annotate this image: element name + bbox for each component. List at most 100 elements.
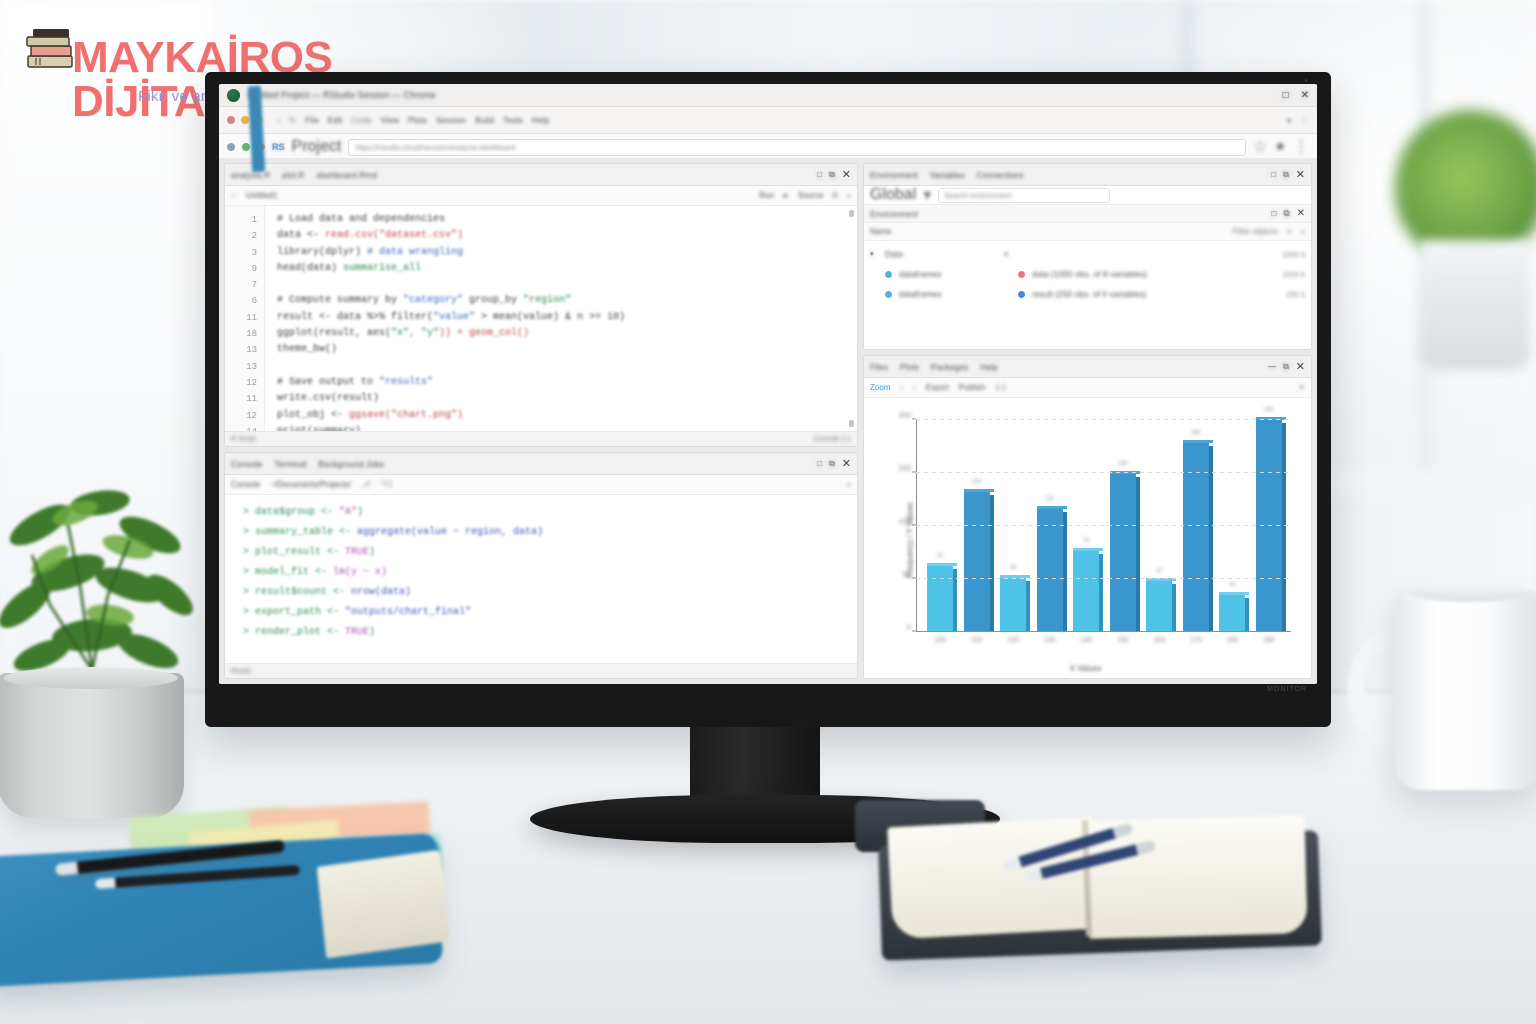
traffic-light-min-icon[interactable] xyxy=(241,116,249,124)
plots-close-button[interactable]: ✕ xyxy=(1295,361,1305,373)
tab-environment[interactable]: Environment xyxy=(870,169,918,180)
plots-back-icon[interactable]: ‹ xyxy=(900,383,904,392)
open-notebook-left-page xyxy=(887,816,1098,940)
menu-item-file[interactable]: File xyxy=(304,115,319,125)
chart-y-tick-mark xyxy=(912,471,916,473)
menu-item-build[interactable]: Build xyxy=(475,115,494,125)
tab-variables[interactable]: Variables xyxy=(929,169,965,180)
address-bar[interactable]: https://rstudio.cloud/session/analysis-d… xyxy=(348,138,1246,156)
tab-files[interactable]: Files xyxy=(870,361,888,372)
code-token: print(summary) xyxy=(277,426,361,431)
tab-plot-r[interactable]: plot.R xyxy=(282,169,305,180)
table-row[interactable]: dataframes data (1000 obs. of 8 variable… xyxy=(864,264,1311,284)
tab-analysis-r[interactable]: analysis.R xyxy=(231,169,271,180)
plots-clear-icon[interactable]: ✕ xyxy=(1298,383,1305,392)
environment-maximize-button[interactable]: ⧉ xyxy=(1283,169,1289,179)
console-output[interactable]: > data$group <- "A") > summary_table <- a… xyxy=(225,495,857,663)
environment-filter-input[interactable]: Filter objects xyxy=(1232,227,1278,236)
monitor: ● MONITOR Untitled Project — RStudio Ses… xyxy=(205,72,1331,727)
code-token: ggplot(result, aes( xyxy=(277,328,392,340)
chart-bar-top xyxy=(1146,578,1177,582)
environment-sub-close[interactable]: ✕ xyxy=(1296,208,1305,219)
run-button[interactable]: Run xyxy=(759,191,775,200)
chart-y-tick-label: 100 xyxy=(898,516,911,526)
tab-dashboard-rmd[interactable]: dashboard.Rmd xyxy=(316,169,377,180)
list-view-icon[interactable]: ≡ xyxy=(1286,227,1292,236)
source-close-button[interactable]: ✕ xyxy=(841,169,851,181)
source-minimize-button[interactable]: □ xyxy=(817,170,823,179)
maximize-button[interactable]: □ xyxy=(1282,89,1289,101)
source-scrollbar[interactable] xyxy=(848,210,855,427)
expand-caret-icon[interactable]: ▾ xyxy=(870,251,874,258)
console-working-path[interactable]: ~/Documents/Projects/ xyxy=(270,480,352,489)
code-area[interactable]: # Load data and dependencies data <- read… xyxy=(265,206,857,431)
menu-item-session[interactable]: Session xyxy=(435,115,467,125)
profile-avatar[interactable]: ● xyxy=(1275,138,1285,155)
plots-minimize-button[interactable]: — xyxy=(1268,362,1277,371)
console-label: Console xyxy=(231,480,261,489)
plots-export-button[interactable]: Export xyxy=(925,383,949,392)
browser-tab-label[interactable]: Project xyxy=(291,138,342,155)
menu-overflow-icon[interactable]: ⋮ xyxy=(1300,114,1310,125)
environment-more-icon[interactable]: » xyxy=(1300,227,1305,236)
menu-item-edit[interactable]: Edit xyxy=(327,115,343,125)
source-editor-body[interactable]: 123976111813131211121411 # Load data and… xyxy=(225,206,857,431)
tab-connections[interactable]: Connections xyxy=(976,169,1024,180)
environment-minimize-button[interactable]: □ xyxy=(1271,170,1277,179)
console-close-button[interactable]: ✕ xyxy=(841,458,851,470)
plots-fwd-icon[interactable]: › xyxy=(913,383,916,392)
gear-icon[interactable]: ⚙ xyxy=(831,191,839,200)
plots-publish-button[interactable]: Publish xyxy=(958,383,986,392)
code-token: "value" xyxy=(433,311,476,323)
console-maximize-button[interactable]: ⧉ xyxy=(829,458,835,468)
chart-bar-top xyxy=(1000,575,1031,579)
source-maximize-button[interactable]: ⧉ xyxy=(829,169,835,179)
code-line: write.csv(result) xyxy=(277,391,857,407)
console-minimize-button[interactable]: □ xyxy=(817,459,823,468)
plots-count-label: 1:1 xyxy=(995,383,1007,392)
traffic-light-close-icon[interactable] xyxy=(227,116,235,124)
environment-search-input[interactable]: Search environment xyxy=(938,187,1111,203)
environment-close-button[interactable]: ✕ xyxy=(1295,169,1305,181)
tab-plots[interactable]: Plots xyxy=(899,361,919,372)
chunk-run-icon[interactable]: ► xyxy=(782,191,791,200)
branch-icon[interactable]: ⎇ xyxy=(361,480,371,489)
menu-item-view[interactable]: View xyxy=(380,115,399,125)
browser-menu-icon[interactable]: ⋮ xyxy=(1293,139,1309,156)
tab-dot-active-icon xyxy=(242,143,250,151)
console-expand-icon[interactable]: » xyxy=(846,480,851,489)
console-token: > result$count <- xyxy=(243,587,352,598)
menu-item-plots[interactable]: Plots xyxy=(407,115,427,125)
environment-sub-maximize[interactable]: ⧉ xyxy=(1283,208,1290,218)
environment-group-row[interactable]: ▾ Data ▾ 1000 8 xyxy=(864,244,1311,264)
table-row[interactable]: dataframes result (250 obs. of 5 variabl… xyxy=(864,284,1311,304)
environment-list-header: Name Filter objects ≡ » xyxy=(864,223,1311,241)
chart-y-axis-label: Frequency / Y Values xyxy=(905,502,915,578)
source-button[interactable]: Source xyxy=(798,191,824,200)
tab-packages[interactable]: Packages xyxy=(930,361,969,372)
reload-icon[interactable]: ↻ xyxy=(288,114,296,125)
chart-x-tick-label: 130 xyxy=(1043,637,1056,644)
bookmark-star-icon[interactable]: ☆ xyxy=(1252,139,1268,156)
plots-zoom-button[interactable]: Zoom xyxy=(870,383,891,392)
tab-terminal[interactable]: Terminal xyxy=(274,458,307,469)
environment-group-sort-icon[interactable]: ▾ xyxy=(1004,248,1009,259)
source-more-icon[interactable]: » xyxy=(846,191,851,200)
menu-item-tools[interactable]: Tools xyxy=(503,115,523,125)
plots-maximize-button[interactable]: ⧉ xyxy=(1283,361,1289,371)
tab-background-jobs[interactable]: Background Jobs xyxy=(318,458,384,469)
close-window-button[interactable]: ✕ xyxy=(1300,89,1309,101)
code-line: print(summary) xyxy=(277,424,857,431)
clear-console-icon[interactable]: Ὕ1 xyxy=(380,480,393,489)
tab-help[interactable]: Help xyxy=(980,361,998,372)
account-icon[interactable]: ● xyxy=(1286,115,1292,125)
chevron-down-icon[interactable]: ▾ xyxy=(923,187,932,204)
ide-window: Untitled Project — RStudio Session — Chr… xyxy=(219,84,1317,684)
environment-scope-label[interactable]: Global xyxy=(870,186,917,203)
menu-item-help[interactable]: Help xyxy=(531,115,550,125)
environment-sub-minimize[interactable]: □ xyxy=(1271,208,1277,218)
menu-item-code[interactable]: Code xyxy=(351,115,372,125)
line-number: 18 xyxy=(246,329,257,340)
nav-back-button[interactable]: ‹ xyxy=(277,115,280,125)
tab-console[interactable]: Console xyxy=(231,458,263,469)
